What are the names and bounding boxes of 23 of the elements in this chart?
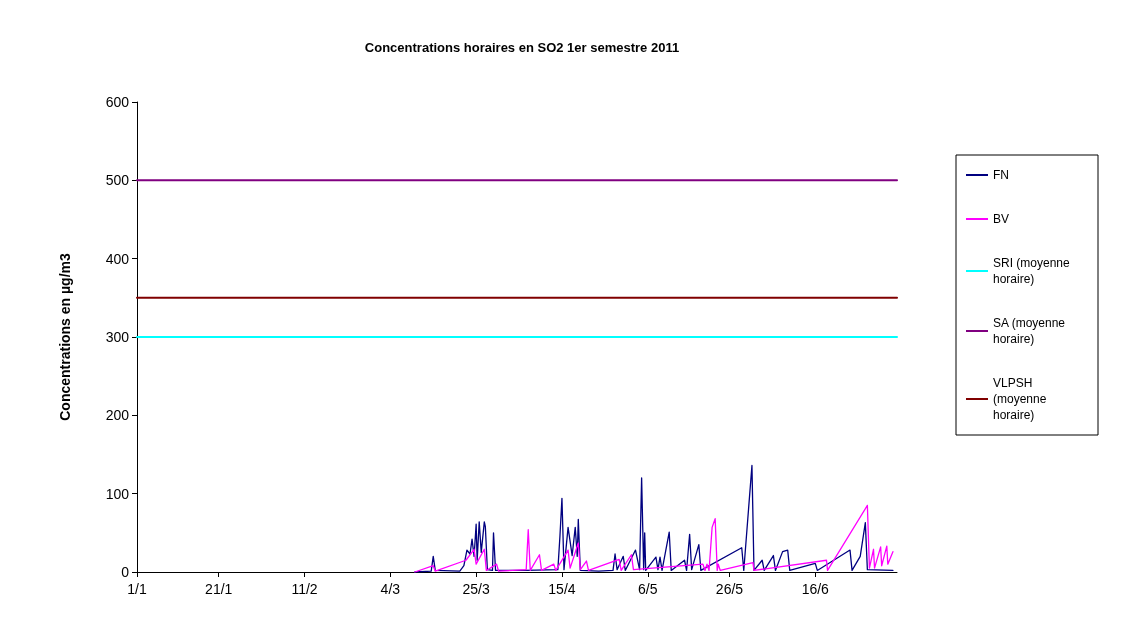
y-tick-label: 400 [105, 250, 130, 267]
x-tick-label: 26/5 [715, 581, 744, 597]
x-tick-label: 25/3 [462, 581, 490, 597]
y-tick-label: 300 [105, 329, 130, 345]
x-tick-label: 16/6 [801, 581, 830, 597]
x-tick-label: 6/5 [638, 581, 658, 597]
y-tick-label: 200 [105, 407, 130, 424]
y-tick-label: 0 [121, 564, 130, 580]
legend-label: SRI (moyenne horaire) [993, 256, 1074, 286]
legend-label: FN [993, 168, 1009, 182]
y-tick-label: 500 [105, 172, 130, 189]
chart-title: Concentrations horaires en SO2 1er semestre 2011 [364, 40, 680, 55]
x-tick-label: 11/2 [291, 581, 318, 597]
x-tick-label: 4/3 [380, 581, 401, 597]
legend-label: SA (moyenne horaire) [993, 316, 1069, 346]
y-tick-label: 600 [105, 94, 130, 110]
y-tick-label: 100 [105, 485, 130, 502]
legend-label: VLPSH (moyenne horaire) [993, 376, 1050, 422]
x-tick-label: 21/1 [205, 581, 233, 597]
x-tick-label: 15/4 [548, 581, 576, 597]
legend-label: BV [993, 212, 1010, 226]
y-axis-title: Concentrations en µg/m3 [57, 253, 73, 421]
x-tick-label: 1/1 [127, 581, 147, 597]
